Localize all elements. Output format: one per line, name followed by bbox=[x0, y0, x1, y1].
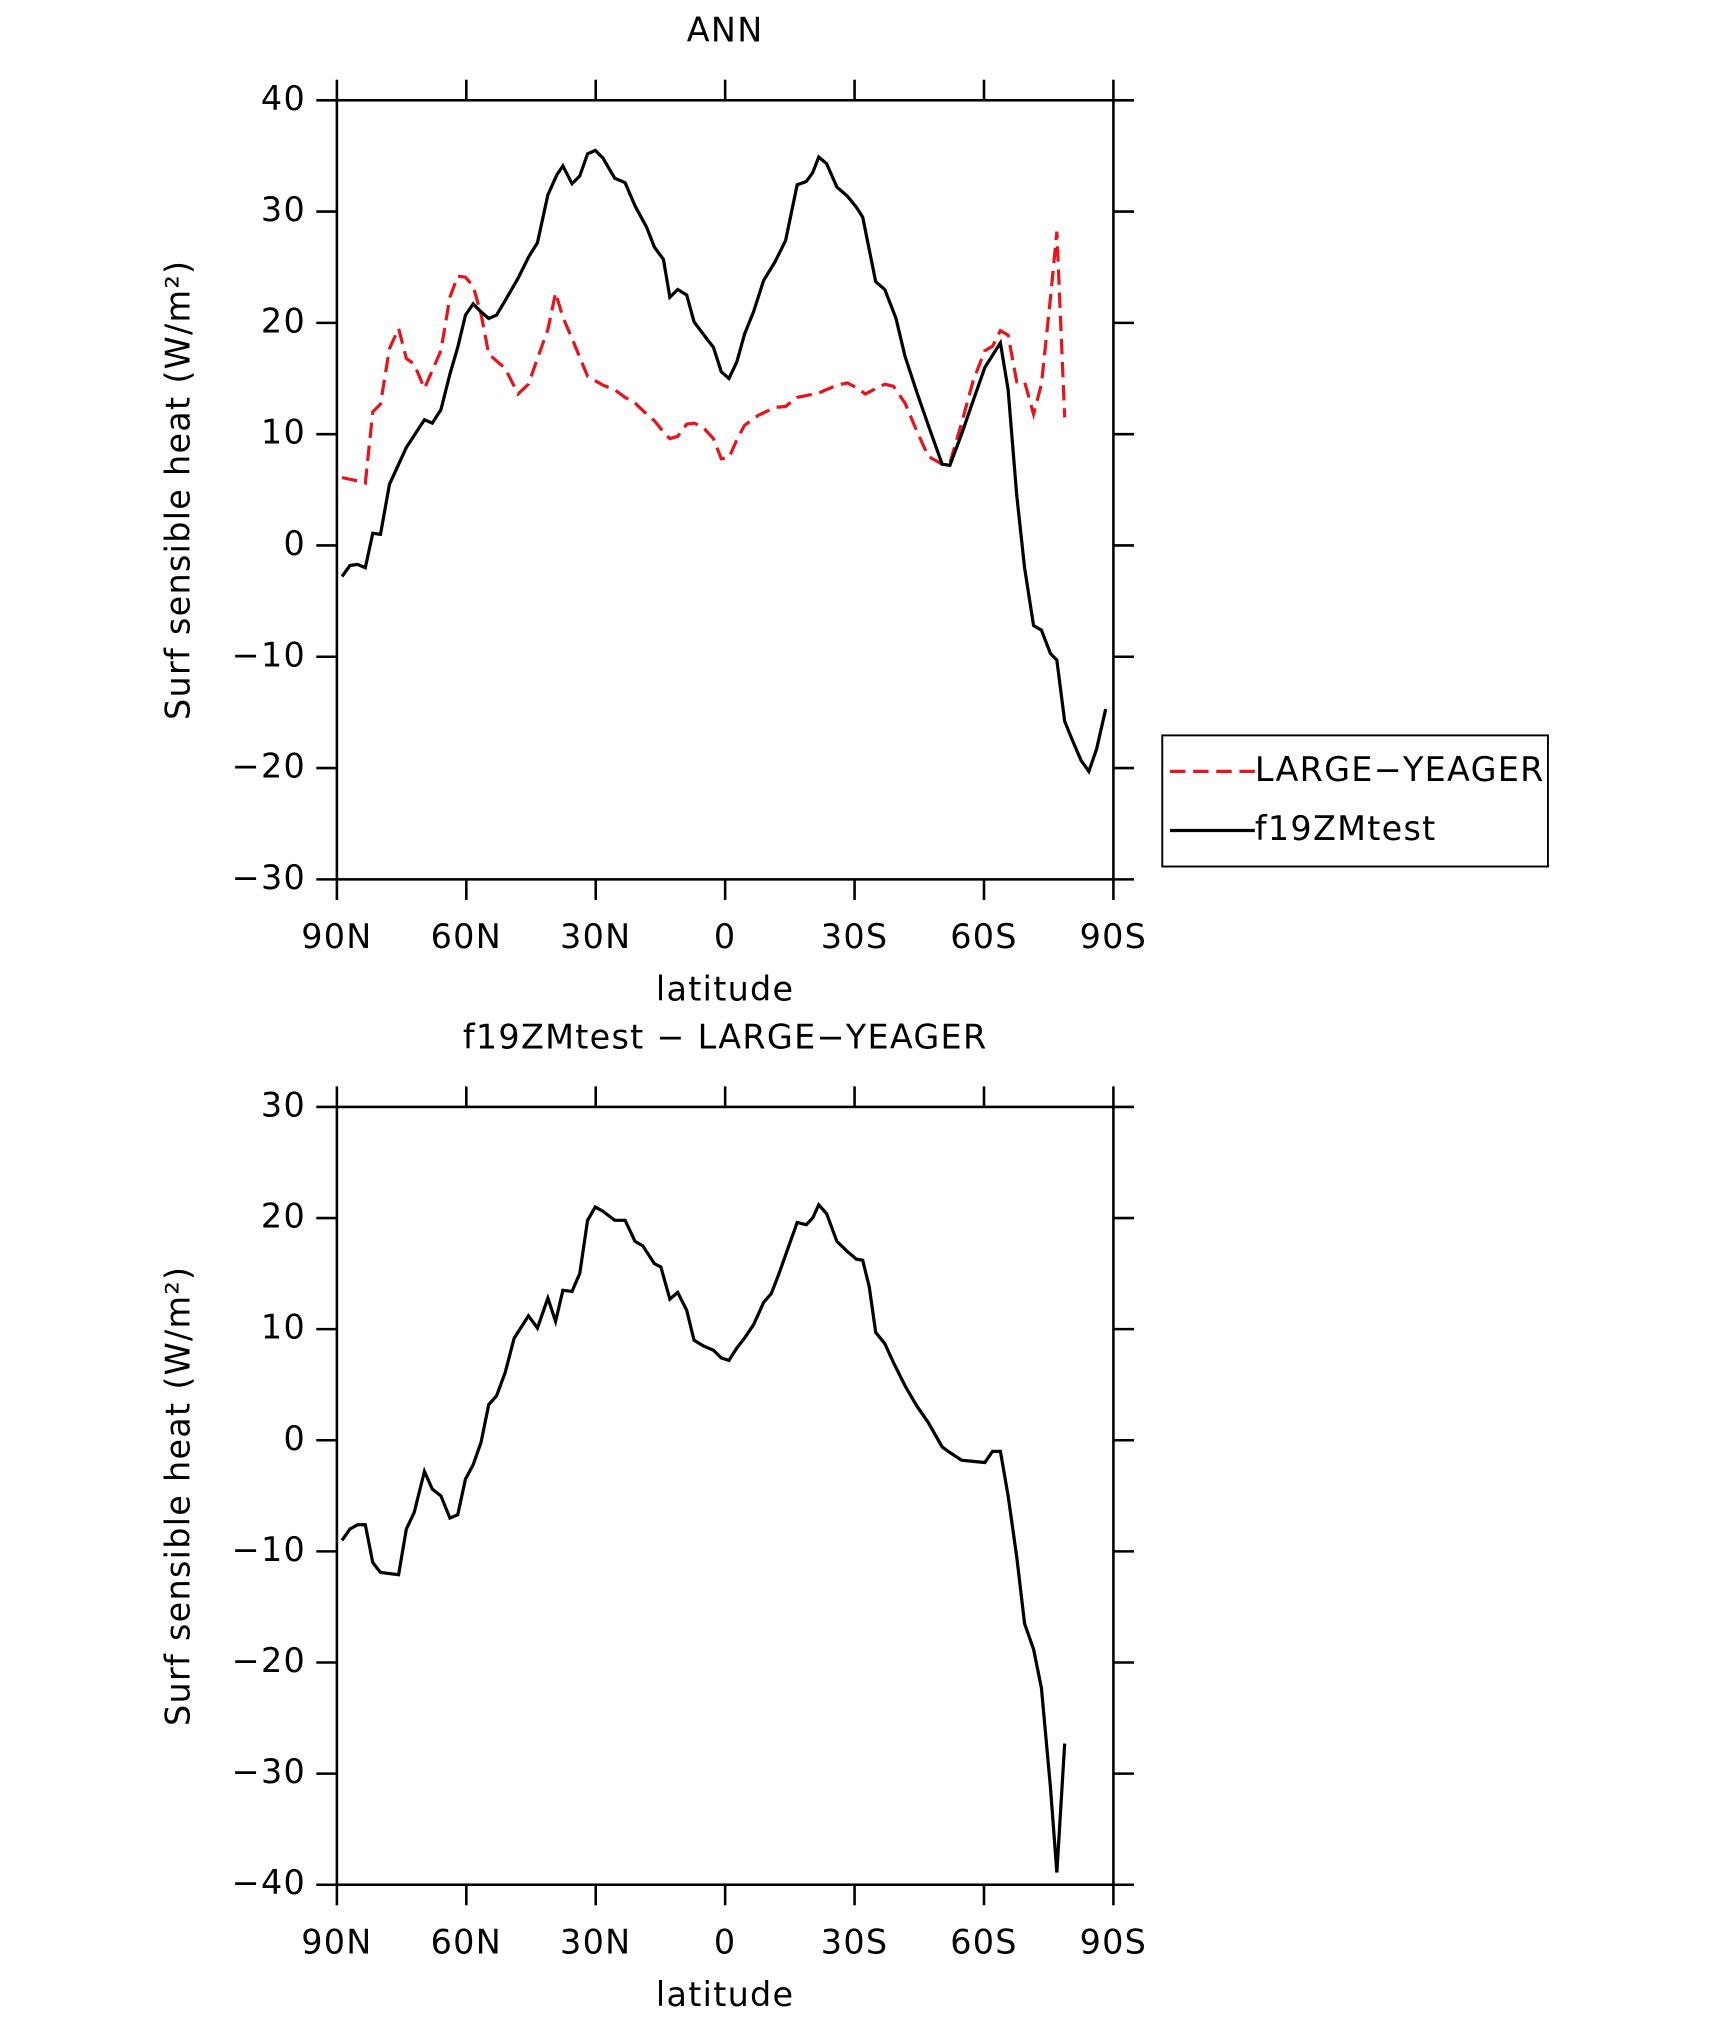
y-tick-label: −20 bbox=[232, 747, 306, 786]
y-tick-label: 30 bbox=[261, 190, 306, 229]
x-tick-label: 60N bbox=[431, 917, 502, 956]
y-tick-label: −20 bbox=[232, 1641, 306, 1680]
legend-label: LARGE−YEAGER bbox=[1255, 750, 1545, 789]
x-tick-label: 30N bbox=[560, 1922, 631, 1961]
x-tick-label: 30S bbox=[821, 917, 889, 956]
plot-frame bbox=[335, 98, 1115, 881]
y-axis-label: Surf sensible heat (W/m²) bbox=[159, 260, 198, 720]
y-axis-label: Surf sensible heat (W/m²) bbox=[159, 1266, 198, 1726]
y-tick-label: −30 bbox=[232, 858, 306, 897]
x-tick-label: 30S bbox=[821, 1922, 889, 1961]
y-tick-label: 0 bbox=[283, 1419, 306, 1458]
y-tick-label: −30 bbox=[232, 1752, 306, 1791]
y-tick-label: 20 bbox=[261, 1197, 306, 1236]
x-tick-label: 0 bbox=[714, 1922, 737, 1961]
x-tick-label: 90S bbox=[1080, 917, 1148, 956]
x-tick-label: 0 bbox=[714, 917, 737, 956]
y-tick-label: −10 bbox=[232, 635, 306, 674]
data-line bbox=[340, 148, 1108, 775]
x-axis-label: latitude bbox=[656, 1975, 794, 2014]
legend-box bbox=[1161, 734, 1549, 868]
data-line bbox=[341, 231, 1067, 486]
y-tick-label: 10 bbox=[261, 1308, 306, 1347]
data-line bbox=[340, 1201, 1067, 1873]
y-tick-label: 0 bbox=[283, 524, 306, 563]
x-tick-label: 60S bbox=[950, 1922, 1018, 1961]
y-tick-label: 40 bbox=[261, 79, 306, 118]
chart-title: ANN bbox=[687, 11, 764, 50]
y-tick-label: 20 bbox=[261, 301, 306, 340]
legend-label: f19ZMtest bbox=[1255, 809, 1437, 848]
x-tick-label: 90S bbox=[1080, 1922, 1148, 1961]
y-tick-label: −40 bbox=[232, 1863, 306, 1902]
x-tick-label: 60S bbox=[950, 917, 1018, 956]
x-axis-label: latitude bbox=[656, 970, 794, 1009]
y-tick-label: 30 bbox=[261, 1085, 306, 1124]
x-tick-label: 60N bbox=[431, 1922, 502, 1961]
x-tick-label: 90N bbox=[301, 917, 372, 956]
chart-title: f19ZMtest − LARGE−YEAGER bbox=[463, 1017, 988, 1056]
x-tick-label: 90N bbox=[301, 1922, 372, 1961]
plot-frame bbox=[335, 1105, 1115, 1887]
y-tick-label: 10 bbox=[261, 413, 306, 452]
y-tick-label: −10 bbox=[232, 1530, 306, 1569]
x-tick-label: 30N bbox=[560, 917, 631, 956]
